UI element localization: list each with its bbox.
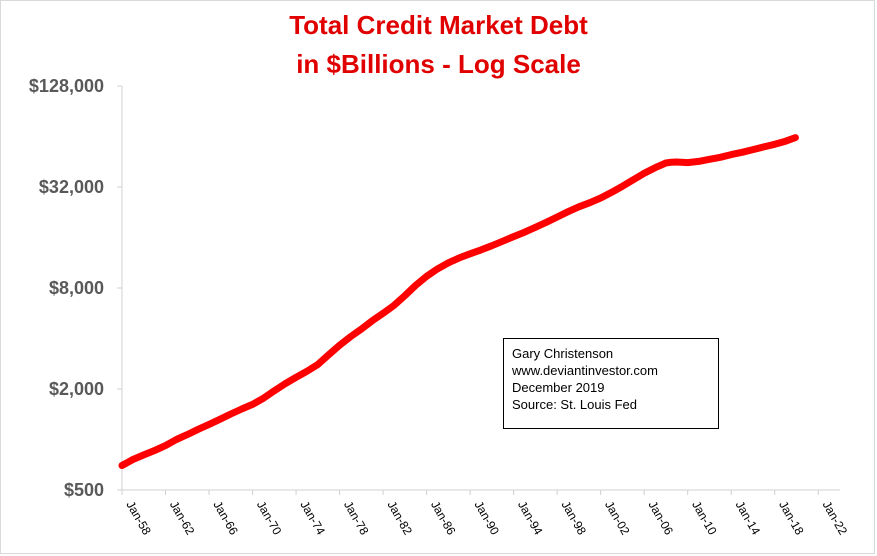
y-tick-label: $32,000 <box>39 177 104 197</box>
y-tick-label: $8,000 <box>49 278 104 298</box>
chart-title-line1: Total Credit Market Debt <box>289 10 588 40</box>
x-tick-label: Jan-22 <box>820 499 851 538</box>
annotation-author: Gary Christenson <box>512 346 614 361</box>
x-tick-label: Jan-82 <box>384 499 415 538</box>
x-tick-label: Jan-62 <box>167 499 198 538</box>
x-tick-label: Jan-86 <box>428 499 459 538</box>
series-line-total-credit-market-debt <box>118 134 799 469</box>
x-tick-label: Jan-70 <box>254 499 285 538</box>
y-tick-label: $128,000 <box>29 76 104 96</box>
x-tick-label: Jan-66 <box>210 499 241 538</box>
x-tick-label: Jan-74 <box>297 499 328 538</box>
x-tick-label: Jan-14 <box>733 499 764 538</box>
x-tick-label: Jan-78 <box>341 499 372 538</box>
y-tick-label: $500 <box>64 480 104 500</box>
x-tick-label: Jan-02 <box>602 499 633 538</box>
x-tick-label: Jan-58 <box>123 499 154 538</box>
y-tick-label: $2,000 <box>49 379 104 399</box>
x-tick-label: Jan-10 <box>689 499 720 538</box>
x-tick-label: Jan-18 <box>776 499 807 538</box>
x-tick-label: Jan-90 <box>472 499 503 538</box>
x-tick-label: Jan-06 <box>646 499 677 538</box>
annotation-date: December 2019 <box>512 380 605 395</box>
annotation-source: Source: St. Louis Fed <box>512 397 638 412</box>
x-tick-label: Jan-94 <box>515 499 546 538</box>
source-annotation-box: Gary Christenson www.deviantinvestor.com… <box>503 338 719 429</box>
annotation-website: www.deviantinvestor.com <box>512 363 658 378</box>
x-tick-label: Jan-98 <box>559 499 590 538</box>
chart-title-line2: in $Billions - Log Scale <box>296 49 581 79</box>
